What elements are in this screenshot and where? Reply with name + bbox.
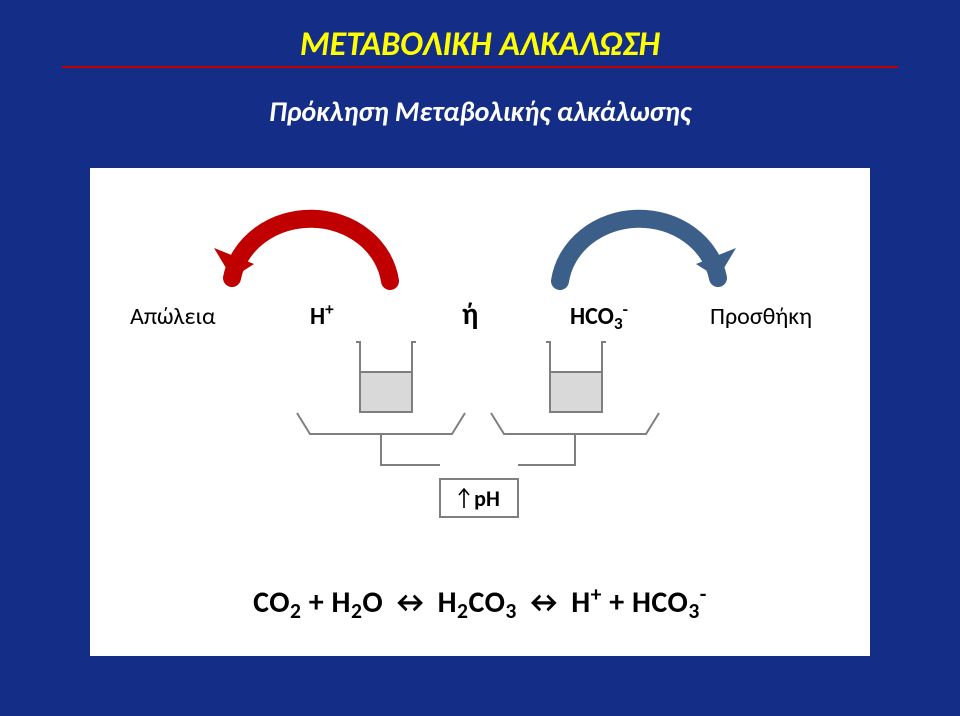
loss-arrow	[200, 186, 420, 306]
add-arrow	[530, 186, 750, 306]
up-arrow-icon	[458, 487, 470, 509]
hco3-base: HCO	[570, 302, 614, 331]
h-plus-base: H	[310, 302, 325, 331]
slide: ΜΕΤΑΒΟΛΙΚΗ ΑΛΚΑΛΩΣΗ Πρόκληση Μεταβολικής…	[0, 0, 960, 716]
right-connector-v	[574, 434, 576, 466]
hco3-sub: 3	[614, 313, 623, 334]
h-plus-label: H+	[310, 302, 334, 331]
ph-label: pH	[474, 485, 500, 512]
add-label: Προσθήκη	[710, 302, 812, 331]
slide-title: ΜΕΤΑΒΟΛΙΚΗ ΑΛΚΑΛΩΣΗ	[300, 24, 660, 65]
left-connector-v	[380, 434, 382, 466]
hco3-label: HCO3-	[570, 302, 628, 331]
or-label: ή	[462, 296, 478, 333]
hco3-sup: -	[623, 299, 628, 320]
title-underline	[62, 66, 898, 68]
equilibrium-formula: CO2 + H2O ↔ H2CO3 ↔ H+ + HCO3-	[253, 584, 707, 621]
left-connector-h	[380, 464, 440, 466]
h-plus-sup: +	[325, 299, 334, 320]
ph-box: pH	[439, 478, 519, 518]
right-beaker	[546, 340, 606, 419]
right-connector-h	[518, 464, 576, 466]
loss-label: Απώλεια	[130, 302, 216, 331]
left-beaker	[356, 340, 416, 419]
diagram-panel: Απώλεια H+ ή HCO3- Προσθήκη	[90, 168, 870, 656]
slide-subtitle: Πρόκληση Μεταβολικής αλκάλωσης	[269, 94, 691, 129]
